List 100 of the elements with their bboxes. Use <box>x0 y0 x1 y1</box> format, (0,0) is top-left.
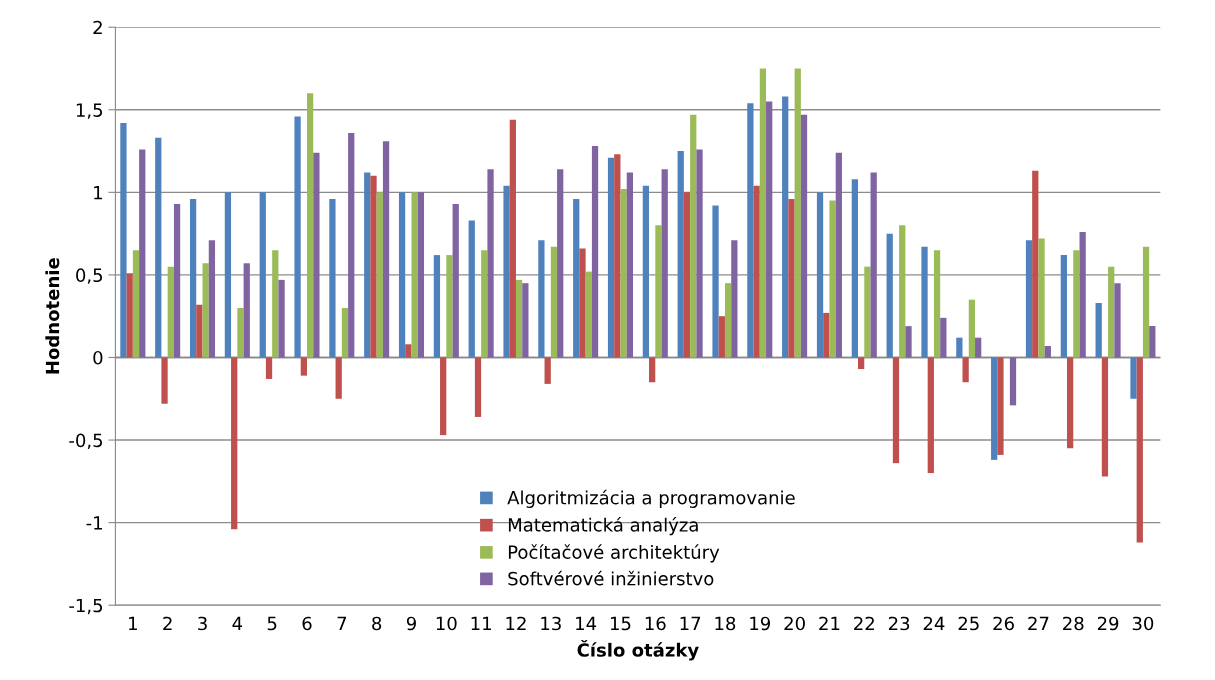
bar <box>1142 246 1150 358</box>
legend-label: Matematická analýza <box>508 517 698 536</box>
x-tick-label: 9 <box>406 616 416 631</box>
x-tick-label: 10 <box>436 616 457 631</box>
bar <box>313 152 320 358</box>
x-axis-title: Číslo otázky <box>577 639 699 661</box>
bar <box>858 357 865 370</box>
bar <box>829 200 836 358</box>
bar <box>132 250 140 358</box>
x-tick-label: 15 <box>610 616 631 631</box>
bar <box>614 154 621 358</box>
x-tick-label: 3 <box>198 616 207 631</box>
bar <box>544 357 551 384</box>
x-tick-label: 22 <box>854 616 874 631</box>
bar <box>294 116 301 358</box>
bar <box>189 198 197 358</box>
bar <box>712 205 719 358</box>
bar <box>1114 283 1121 358</box>
bar <box>120 122 127 358</box>
bar <box>620 189 627 358</box>
bar <box>579 248 586 358</box>
x-tick-label: 4 <box>232 616 243 631</box>
bar <box>1136 357 1143 543</box>
bar <box>886 233 893 358</box>
bar <box>816 192 824 358</box>
bar <box>997 357 1004 455</box>
legend-label: Algoritmizácia a programovanie <box>507 489 795 508</box>
y-tick-label: 1,5 <box>76 103 103 119</box>
x-tick-label: 17 <box>680 616 701 631</box>
bar <box>196 304 203 358</box>
legend-label: Softvérové inžinierstvo <box>508 570 714 586</box>
x-tick-label: 14 <box>576 616 597 631</box>
x-tick-label: 25 <box>958 616 979 631</box>
bar <box>335 357 342 399</box>
x-tick-label: 6 <box>302 616 312 631</box>
bar <box>474 357 482 417</box>
bar <box>278 279 285 358</box>
bar <box>655 225 662 358</box>
bar <box>642 185 650 358</box>
x-tick-label: 7 <box>337 616 347 631</box>
x-tick-label: 29 <box>1097 616 1119 631</box>
bar <box>753 185 760 358</box>
x-tick-label: 1 <box>129 616 137 631</box>
x-tick-label: 30 <box>1132 616 1154 631</box>
bar <box>329 198 336 358</box>
bar <box>509 119 516 358</box>
x-tick-label: 24 <box>923 616 945 631</box>
bar <box>962 357 969 383</box>
bar <box>173 203 181 358</box>
bar <box>1009 357 1017 406</box>
bar <box>300 357 307 376</box>
bar <box>237 307 244 358</box>
bar <box>557 169 564 358</box>
bar <box>1032 170 1039 358</box>
bar <box>1149 326 1156 358</box>
bar <box>607 157 615 358</box>
bar <box>231 357 238 530</box>
y-tick-label: 1 <box>94 186 102 200</box>
bar <box>155 137 162 358</box>
bar <box>835 152 842 358</box>
bar <box>348 132 355 358</box>
bar <box>724 283 732 358</box>
bar <box>649 357 656 383</box>
x-tick-label: 20 <box>784 616 805 631</box>
bar <box>1066 357 1074 449</box>
bar <box>1079 231 1086 358</box>
bar <box>766 101 773 358</box>
bar <box>683 192 691 358</box>
bar <box>515 279 523 358</box>
bar <box>696 149 703 358</box>
bar <box>481 250 488 358</box>
bar <box>224 192 232 358</box>
bar <box>800 114 808 358</box>
bar <box>440 357 447 436</box>
bar <box>1060 255 1067 358</box>
x-tick-label: 28 <box>1063 616 1084 631</box>
bar <box>522 283 529 358</box>
bar <box>370 175 377 358</box>
y-tick-label: 0,5 <box>76 268 103 284</box>
bar <box>626 172 633 358</box>
bar <box>433 255 441 358</box>
y-tick-label: -1,5 <box>69 598 103 615</box>
bar <box>139 149 146 358</box>
bar <box>677 151 684 358</box>
bar <box>487 169 494 358</box>
bar <box>382 141 390 358</box>
bar <box>503 185 510 358</box>
x-tick-label: 12 <box>506 616 526 631</box>
bar <box>1044 345 1051 358</box>
bar <box>573 198 580 358</box>
bar <box>892 357 900 464</box>
x-tick-label: 21 <box>819 616 840 631</box>
bar <box>788 198 795 358</box>
bar <box>202 263 209 358</box>
bar <box>661 169 668 358</box>
y-tick-label: -0,5 <box>69 433 103 450</box>
bar <box>259 192 266 358</box>
x-tick-label: 19 <box>750 616 770 631</box>
bar <box>1101 357 1109 477</box>
y-axis-title: Hodnotenie <box>45 258 60 374</box>
